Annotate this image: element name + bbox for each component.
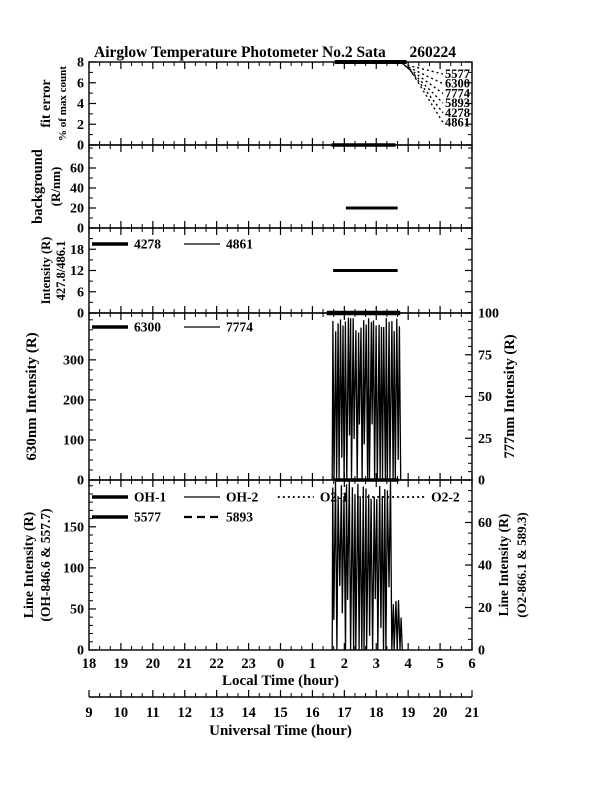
ut-tick-label: 16 xyxy=(305,705,320,721)
panel-ylabel2-fit-error: % of max count xyxy=(57,66,69,141)
series-line-oscillation xyxy=(331,480,404,651)
lt-tick-label: 0 xyxy=(277,656,284,672)
lt-tick-label: 2 xyxy=(341,656,348,672)
legend-label-5577: 5577 xyxy=(134,510,161,525)
lt-tick-label: 22 xyxy=(209,656,224,672)
fan-label-5893: 5893 xyxy=(445,96,470,110)
panel-ylabel2-background: (R/nm) xyxy=(48,167,63,207)
legend-label-7774: 7774 xyxy=(226,320,253,335)
ut-tick-label: 11 xyxy=(146,705,160,721)
panel-frame-background xyxy=(88,144,473,229)
y-tick-label: 6 xyxy=(77,76,84,91)
y-tick-label: 6 xyxy=(77,285,84,300)
ut-tick-label: 13 xyxy=(209,705,224,721)
y-tick-label: 100 xyxy=(63,561,84,576)
chart-title: Airglow Temperature Photometer No.2 Sata xyxy=(94,44,386,61)
ut-tick-label: 20 xyxy=(433,705,448,721)
y-tick-label: 0 xyxy=(77,644,84,659)
y-tick-label: 300 xyxy=(63,353,84,368)
panel-right-label2-line-intensity: (O2-866.1 & 589.3) xyxy=(514,512,529,617)
y-tick-label: 200 xyxy=(63,393,84,408)
fan-line-4278 xyxy=(408,67,444,114)
ut-axis-title: Universal Time (hour) xyxy=(209,723,352,739)
fan-label-4278: 4278 xyxy=(445,106,470,120)
ut-tick-label: 15 xyxy=(273,705,288,721)
panel-right-label-630nm-intensity: 777nm Intensity (R) xyxy=(502,334,518,458)
y-tick-label: 20 xyxy=(70,202,84,217)
panel-frame-line-intensity xyxy=(88,479,473,651)
y-tick-label: 0 xyxy=(77,139,84,154)
y-tick-label: 2 xyxy=(77,118,84,133)
y-tick-label: 18 xyxy=(70,243,84,258)
legend-label-5893: 5893 xyxy=(226,510,253,525)
y-tick-label: 50 xyxy=(70,602,84,617)
fan-line-6300 xyxy=(403,64,444,85)
panel-ylabel2-intensity-427-486: 427.8/486.1 xyxy=(54,241,68,301)
lt-tick-label: 3 xyxy=(373,656,380,672)
legend-label-OH-2: OH-2 xyxy=(226,490,258,505)
panel-frame-630nm-intensity xyxy=(88,312,473,481)
panel-ylabel-line-intensity: Line Intensity (R) xyxy=(22,511,37,618)
y-tick-label: 100 xyxy=(478,307,499,322)
lt-tick-label: 18 xyxy=(82,656,97,672)
lt-tick-label: 5 xyxy=(436,656,443,672)
panel-ylabel2-line-intensity: (OH-846.6 & 557.7) xyxy=(38,508,53,621)
legend-label-OH-1: OH-1 xyxy=(134,490,166,505)
chart-date: 260224 xyxy=(410,44,457,61)
y-tick-label: 60 xyxy=(478,516,492,531)
lt-axis-title: Local Time (hour) xyxy=(222,673,339,689)
ut-tick-label: 14 xyxy=(241,705,256,721)
ut-tick-label: 10 xyxy=(114,705,129,721)
lt-tick-label: 6 xyxy=(468,656,475,672)
panel-right-label-line-intensity: Line Intensity (R) xyxy=(496,514,511,617)
y-tick-label: 60 xyxy=(70,162,84,177)
ut-tick-label: 21 xyxy=(465,705,480,721)
fan-label-7774: 7774 xyxy=(445,86,471,100)
lt-tick-label: 21 xyxy=(178,656,193,672)
y-tick-label: 25 xyxy=(478,432,492,447)
y-tick-label: 100 xyxy=(63,433,84,448)
legend-label-O2-2: O2-2 xyxy=(431,490,460,505)
y-tick-label: 8 xyxy=(77,56,84,71)
y-tick-label: 50 xyxy=(478,390,492,405)
lt-tick-label: 19 xyxy=(114,656,129,672)
ut-tick-label: 12 xyxy=(178,705,193,721)
panel-ylabel-background: background xyxy=(30,149,46,224)
y-tick-label: 0 xyxy=(77,307,84,322)
ut-tick-label: 18 xyxy=(369,705,384,721)
y-tick-label: 12 xyxy=(70,264,84,279)
y-tick-label: 0 xyxy=(77,222,84,237)
legend-label-6300: 6300 xyxy=(134,320,161,335)
y-tick-label: 20 xyxy=(478,601,492,616)
panel-ylabel-fit-error: fit error xyxy=(39,79,54,127)
y-tick-label: 150 xyxy=(63,520,84,535)
lt-tick-label: 4 xyxy=(405,656,412,672)
series-airglow-oscillation xyxy=(331,317,402,481)
y-tick-label: 40 xyxy=(70,182,84,197)
ut-tick-label: 19 xyxy=(401,705,416,721)
y-tick-label: 0 xyxy=(77,474,84,489)
fan-label-6300: 6300 xyxy=(445,77,470,91)
lt-tick-label: 23 xyxy=(241,656,256,672)
y-tick-label: 4 xyxy=(77,97,84,112)
fan-label-4861: 4861 xyxy=(445,116,470,130)
y-tick-label: 75 xyxy=(478,348,492,363)
panel-ylabel-630nm-intensity: 630nm Intensity (R) xyxy=(24,332,40,460)
legend-label-4278: 4278 xyxy=(134,237,161,252)
y-tick-label: 0 xyxy=(478,644,485,659)
lt-tick-label: 1 xyxy=(309,656,316,672)
fan-line-4861 xyxy=(409,69,444,123)
legend-label-4861: 4861 xyxy=(226,237,253,252)
fan-label-5577: 5577 xyxy=(445,67,470,81)
fan-line-5577 xyxy=(402,63,444,75)
y-tick-label: 0 xyxy=(478,474,485,489)
fan-line-5893 xyxy=(406,66,444,104)
panel-ylabel-intensity-427-486: Intensity (R) xyxy=(39,237,53,305)
ut-tick-label: 17 xyxy=(337,705,352,721)
ut-tick-label: 9 xyxy=(85,705,92,721)
y-tick-label: 40 xyxy=(478,559,492,574)
lt-tick-label: 20 xyxy=(146,656,161,672)
